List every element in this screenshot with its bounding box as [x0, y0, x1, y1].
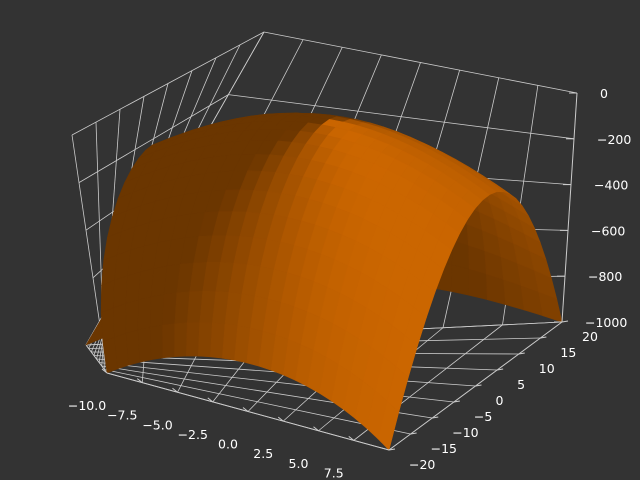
x-tick-mark — [136, 378, 143, 384]
y-tick-mark — [475, 384, 482, 387]
y-tick-label: −5 — [474, 409, 492, 424]
surface-patch — [174, 322, 188, 357]
z-tick-label: −400 — [594, 178, 628, 193]
y-tick-label: 20 — [582, 329, 598, 344]
y-tick-label: −10 — [452, 425, 478, 440]
surface-patch — [113, 275, 128, 309]
y-tick-label: 15 — [560, 345, 576, 360]
y-tick-label: 0 — [496, 393, 504, 408]
x-tick-label: 7.5 — [324, 465, 344, 480]
z-tick-label: −200 — [597, 132, 631, 147]
surface-patch — [149, 294, 165, 328]
z-gridline-back — [263, 31, 578, 94]
y-tick-mark — [561, 320, 569, 323]
x-tick-label: 2.5 — [253, 446, 273, 461]
y-tick-mark — [432, 416, 439, 419]
y-tick-mark — [410, 432, 417, 435]
surface-patch — [125, 299, 139, 334]
y-gridline-floor — [104, 369, 411, 435]
surface-patch — [162, 292, 178, 326]
y-tick-mark — [388, 448, 396, 451]
x-tick-label: −5.0 — [142, 417, 172, 432]
x-tick-label: −2.5 — [178, 427, 208, 442]
surface-patch — [137, 326, 152, 363]
z-axis-line — [561, 92, 578, 323]
z-gridline-left — [71, 31, 265, 136]
z-gridline-back — [228, 94, 575, 140]
z-tick-label: −800 — [588, 269, 622, 284]
axis-edges — [101, 92, 578, 451]
x-tick-label: −7.5 — [107, 408, 137, 423]
x-tick-mark — [172, 387, 178, 393]
x-tick-label: 0.0 — [218, 437, 238, 452]
x-tick-mark — [101, 368, 108, 374]
surface-patch — [149, 324, 164, 361]
surface-patch — [162, 323, 176, 359]
y-tick-label: −20 — [409, 457, 435, 472]
x-tick-mark — [207, 397, 214, 403]
x-tick-mark — [313, 426, 319, 432]
surface-patch — [197, 322, 213, 358]
z-tick-label: −600 — [591, 223, 625, 238]
surface — [85, 112, 563, 451]
z-gridline-left — [78, 94, 229, 183]
z-gridline-left — [85, 344, 108, 374]
x-tick-label: 5.0 — [289, 456, 309, 471]
y-tick-mark — [497, 368, 504, 371]
y-tick-label: 5 — [517, 377, 525, 392]
surface-patch — [450, 264, 470, 296]
surface-patch — [377, 400, 400, 451]
x-tick-mark — [242, 407, 249, 412]
surface-patch — [100, 279, 115, 314]
axes-pane — [72, 32, 264, 373]
x-tick-label: −10.0 — [68, 398, 106, 413]
surface-patch — [185, 322, 201, 357]
x-tick-mark — [348, 435, 355, 441]
y-tick-mark — [518, 352, 525, 355]
y-tick-label: 10 — [539, 361, 555, 376]
surface-patch — [113, 303, 127, 338]
y-tick-mark — [453, 400, 460, 403]
y-tick-mark — [540, 336, 547, 339]
y-tick-label: −15 — [431, 441, 457, 456]
z-tick-label: −1000 — [585, 315, 627, 330]
tick-labels: −10.0−7.5 −5.0 −2.5 0.0 2.5 5.0 7.5 −20−15−10−5… — [68, 86, 632, 480]
surface-patch — [137, 296, 152, 331]
surface-patch — [125, 329, 141, 366]
z-tick-label: 0 — [600, 86, 608, 101]
surface-patch — [100, 307, 115, 343]
x-tick-mark — [277, 416, 284, 422]
